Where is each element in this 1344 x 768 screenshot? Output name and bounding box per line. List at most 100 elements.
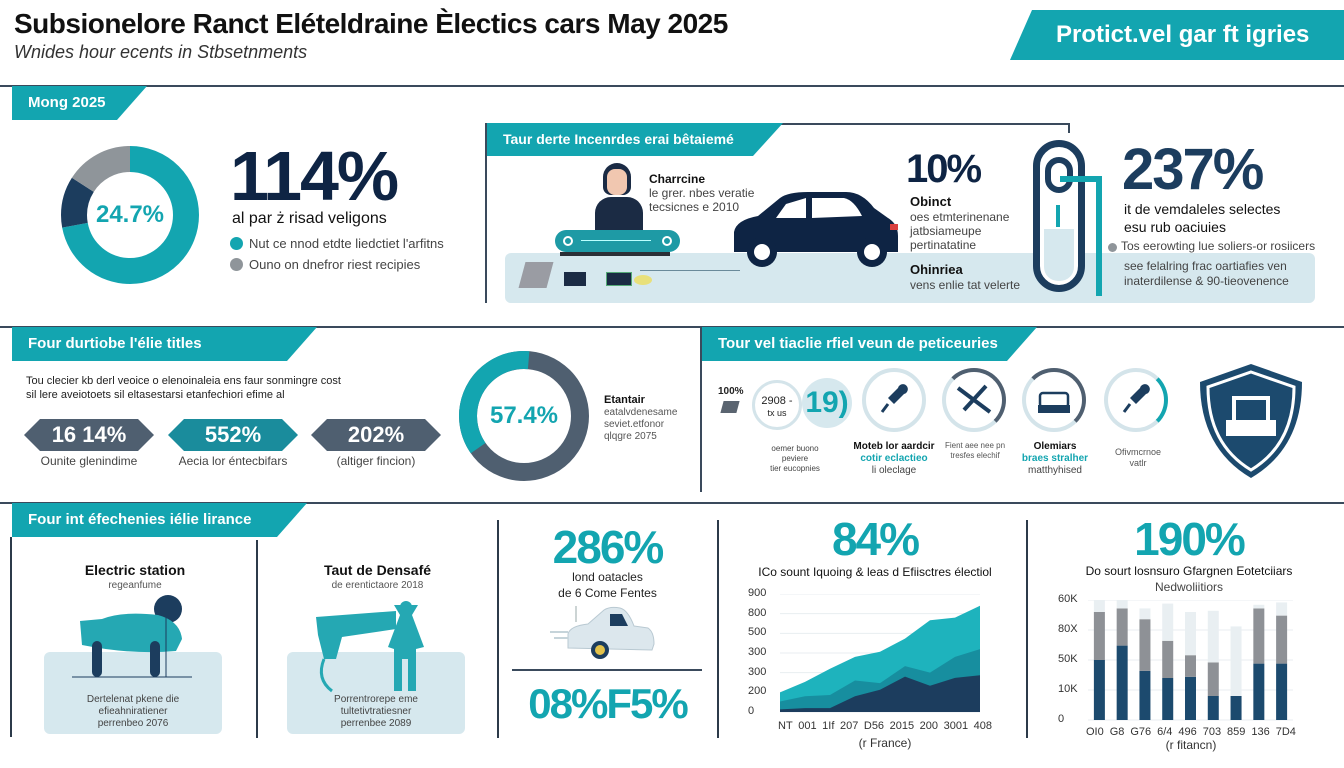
- bar-x-tick: 136: [1251, 726, 1270, 738]
- section-tag-durable: Four durtiobe l'élie titles: [12, 327, 317, 361]
- donut2-title: Etantair: [604, 394, 645, 406]
- section2-arrow-stem: [1068, 123, 1070, 133]
- header-banner: Protict.vel gar ft igries: [1010, 10, 1344, 60]
- shield-printer-icon: [1200, 364, 1302, 478]
- area-x-tick: 207: [839, 720, 859, 732]
- person-line-2: tecsicnes e 2010: [649, 200, 740, 214]
- paragraph-line-2: sil lere aveiotoets sil eltasestarsi eta…: [26, 389, 285, 401]
- legend-item-2: Ouno on dnefror riest recipies: [230, 257, 420, 272]
- divider-middle: [0, 326, 1344, 328]
- hex-stat-1: 16 14%: [24, 419, 154, 451]
- hex-stat-2: 552%: [168, 419, 298, 451]
- chart2-subtitle2: Nedwoliitiors: [1154, 580, 1224, 594]
- card3-divider: [512, 669, 702, 671]
- plug-icon: [880, 384, 908, 413]
- car-front-icon-circle: [1022, 368, 1086, 432]
- person-line-1: le grer. nbes veratie: [649, 186, 755, 200]
- fuel-nozzle-person-illustration: [316, 601, 424, 693]
- vline-1: [256, 540, 258, 738]
- card2-title: Taut de Densafé: [323, 562, 432, 578]
- battery-icon: [564, 272, 586, 286]
- vline-3: [717, 520, 719, 738]
- stat-10: 10%: [906, 147, 982, 191]
- tools-icon-circle: [942, 368, 1006, 432]
- area-x-tick: NT: [778, 720, 793, 732]
- sub-title: Ohinriea: [910, 262, 963, 277]
- donut-chart-2: 57.4%: [456, 348, 592, 484]
- device-icon: [720, 401, 740, 413]
- stat-10-line-1: oes etmterinenane: [910, 210, 1010, 224]
- section4-paragraph: Tou clecier kb derl veoice o elenoinalei…: [26, 374, 341, 402]
- charger-plug-icon-circle: [1104, 368, 1168, 432]
- lead-small-stat: 100%: [718, 386, 744, 397]
- bar-x-tick: 6/4: [1157, 726, 1173, 738]
- bar-y-tick: 10K: [1058, 683, 1078, 695]
- bar-x-tick: G76: [1130, 726, 1152, 738]
- card1-panel: [44, 652, 222, 734]
- bar-x-tick: OI0: [1086, 726, 1104, 738]
- stat-10-title: Obinct: [910, 194, 952, 209]
- circle-year: 2908 - tx us: [752, 380, 802, 430]
- car-icon: [734, 192, 898, 267]
- donut-center-label-2: 57.4%: [489, 402, 559, 429]
- charger-device: [555, 230, 680, 252]
- donut2-lines: eatalvdenesame seviet.etfonor qlqgre 207…: [604, 407, 678, 442]
- card2-panel: [287, 652, 465, 734]
- stat-237-caption-2: esu rub oaciuies: [1124, 219, 1226, 235]
- area-y-tick: 900: [748, 587, 767, 599]
- section-tag-peticeuries: Tour vel tiaclie rfiel veun de peticeuri…: [702, 327, 1037, 361]
- area-y-tick: 0: [748, 705, 755, 717]
- legend-label-1: Nut ce nnod etdte liedctiet l'arfitns: [249, 236, 444, 251]
- circle-big-number: 19): [802, 378, 852, 428]
- box-icon: [606, 272, 632, 286]
- bulb-icon: [634, 275, 652, 285]
- legend-dot-gray: [230, 258, 243, 271]
- paragraph-line-1: Tou clecier kb derl veoice o elenoinalei…: [26, 375, 341, 387]
- electric-station-illustration: [72, 595, 192, 678]
- vline-2: [497, 520, 499, 738]
- cable-horizontal: [1060, 176, 1100, 182]
- donut-center-label-1: 24.7%: [95, 201, 165, 228]
- divider-bottom: [0, 502, 1344, 504]
- bar-chart: 0 10K 50K 80X 60K: [1058, 593, 1298, 725]
- donut-svg-1: [61, 146, 199, 284]
- chart2-title: 190%: [1134, 513, 1246, 565]
- card1-lines: Dertelenat pkene die efieahniratiener pe…: [86, 694, 180, 729]
- donut-svg-2: [459, 351, 589, 482]
- section2-leftline: [485, 123, 487, 303]
- icon-caption-2: Fient aee nee pn tresfes elechif: [944, 441, 1006, 460]
- stat-10-line-2: jatbsiameupe: [910, 224, 982, 238]
- section-tag-finance: Four int éfechenies iélie lirance: [12, 503, 307, 537]
- bullet-line-2: see felalring frac oartiafies ven: [1124, 259, 1287, 273]
- card1-title: Electric station: [84, 562, 186, 578]
- charger-base: [560, 252, 670, 256]
- bar-x-tick: 496: [1178, 726, 1197, 738]
- area-x-tick: 200: [919, 720, 939, 732]
- divider-top: [0, 85, 1344, 87]
- area-x-ticks: NT 001 1If 207 D56 2015 200 3001 408: [778, 720, 992, 732]
- card2-sub: de erentictaore 2018: [331, 580, 424, 591]
- section5-leftline: [700, 327, 702, 492]
- bar-x-ticks: OI0 G8 G76 6/4 496 703 859 136 7D4: [1086, 726, 1296, 738]
- hex-stat-3: 202%: [311, 419, 441, 451]
- icon-caption-3: Olemiars braes stralher matthyhised: [1021, 441, 1089, 476]
- bar-y-tick: 60K: [1058, 593, 1078, 605]
- lead-caption: oemer buono peviere tier eucopnies: [770, 444, 820, 473]
- legend-dot-teal: [230, 237, 243, 250]
- chart1-title: 84%: [831, 513, 920, 565]
- stat-10-line-3: pertinatatine: [910, 238, 977, 252]
- car-front-icon: [1038, 391, 1070, 413]
- donut-chart-1: 24.7%: [60, 145, 200, 285]
- moving-car-icon: [550, 606, 655, 659]
- chart2-xlabel: (r fitancn): [1165, 738, 1217, 752]
- big-stat-114: 114%: [230, 137, 399, 215]
- section6-leftline: [10, 537, 12, 737]
- bar-y-tick: 0: [1058, 713, 1065, 725]
- vline-4: [1026, 520, 1028, 738]
- chart2-subtitle: Do sourt losnsuro Gfargnen Eotetciiars: [1085, 564, 1293, 578]
- cable-line: [640, 270, 740, 271]
- bullet-line-1: Tos eerowting lue soliers-or rosiicers: [1108, 239, 1315, 253]
- bar-y-tick: 80X: [1058, 623, 1078, 635]
- page-title: Subsionelore Ranct Elételdraine Èlectics…: [14, 8, 728, 39]
- legend-label-2: Ouno on dnefror riest recipies: [249, 257, 421, 272]
